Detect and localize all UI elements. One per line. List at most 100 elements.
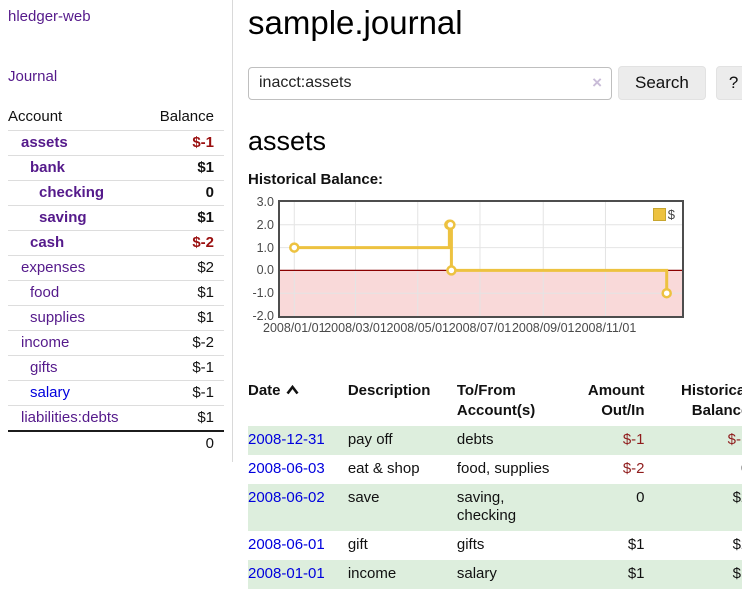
x-tick-label: 2008/03/01 xyxy=(324,321,387,335)
x-tick-label: 2008/05/01 xyxy=(386,321,450,335)
x-tick-label: 2008/09/01 xyxy=(511,321,575,335)
register-header-amount: Amount Out/In xyxy=(587,382,645,419)
accounts-table: Account Balance assets $-1 bank $1 check… xyxy=(8,104,224,456)
register-row: 2008-06-03 eat & shop food, supplies $-2… xyxy=(248,455,742,484)
account-link-income[interactable]: income xyxy=(21,334,70,351)
register-header-date[interactable]: Date xyxy=(248,379,348,426)
account-link-saving[interactable]: saving xyxy=(39,209,87,226)
account-link-assets[interactable]: assets xyxy=(21,134,68,151)
transaction-description: save xyxy=(347,483,457,531)
y-tick-label: 0.0 xyxy=(256,263,274,278)
sort-ascending-icon xyxy=(285,381,299,401)
sidebar: hledger-web Journal Account Balance asse… xyxy=(0,0,233,462)
accounts-total-row: 0 xyxy=(8,431,224,456)
y-tick-label: -1.0 xyxy=(252,286,274,301)
register-row: 2008-06-01 gift gifts $1 $2 xyxy=(248,531,742,560)
account-balance: $1 xyxy=(197,309,214,326)
account-balance: $-1 xyxy=(192,384,214,401)
x-tick-label: 2008/07/01 xyxy=(448,321,512,335)
account-link-supplies[interactable]: supplies xyxy=(30,309,86,326)
page-title: sample.journal xyxy=(248,4,463,41)
account-balance: $-1 xyxy=(192,359,214,376)
transaction-balance: 0 xyxy=(655,455,742,484)
transaction-balance: $2 xyxy=(732,536,742,553)
help-button[interactable]: ? xyxy=(715,66,742,100)
historical-balance-chart: 3.0 2.0 1.0 0.0 -1.0 -2.0 $ 2008/01/01 2008/03… xyxy=(248,195,686,359)
sidebar-item-journal[interactable]: Journal xyxy=(8,68,58,85)
chart-y-axis: 3.0 2.0 1.0 0.0 -1.0 -2.0 xyxy=(248,195,274,323)
chart-legend: $ xyxy=(651,207,676,222)
account-link-cash[interactable]: cash xyxy=(30,234,65,251)
account-row: assets $-1 xyxy=(8,130,224,156)
account-row: bank $1 xyxy=(8,155,224,181)
register-header-balance: Historical Balance xyxy=(680,382,742,419)
account-link-bank[interactable]: bank xyxy=(30,159,66,176)
register-header-row: Date Description To/From Account(s) Amou… xyxy=(248,379,742,426)
account-balance: $1 xyxy=(197,284,214,301)
transaction-date-link[interactable]: 2008-06-02 xyxy=(248,488,325,506)
account-balance: $2 xyxy=(197,259,214,276)
account-row: gifts $-1 xyxy=(8,355,224,381)
transaction-date-link[interactable]: 2008-12-31 xyxy=(248,431,325,448)
account-row: checking 0 xyxy=(8,180,224,206)
transaction-date-link[interactable]: 2008-06-01 xyxy=(248,536,325,553)
register-header-accounts: To/From Account(s) xyxy=(456,382,536,419)
account-row: liabilities:debts $1 xyxy=(8,405,224,432)
y-tick-label: 1.0 xyxy=(256,240,274,255)
brand: hledger-web xyxy=(8,8,232,26)
transaction-balance: $-1 xyxy=(654,426,742,455)
account-heading: assets xyxy=(248,126,327,156)
transaction-description: gift xyxy=(347,536,368,553)
account-balance: $1 xyxy=(197,159,214,176)
transaction-description: income xyxy=(347,559,457,589)
transaction-description: pay off xyxy=(347,426,457,455)
account-row: supplies $1 xyxy=(8,305,224,331)
search-button[interactable]: Search xyxy=(618,66,706,100)
account-link-checking[interactable]: checking xyxy=(39,184,105,201)
register-table: Date Description To/From Account(s) Amou… xyxy=(248,379,742,589)
accounts-header-account: Account xyxy=(8,108,63,125)
brand-link[interactable]: hledger-web xyxy=(8,8,91,25)
account-link-gifts[interactable]: gifts xyxy=(30,359,58,376)
x-tick-label: 2008/11/01 xyxy=(574,321,637,335)
register-row: 2008-06-02 save saving, checking 0 $2 xyxy=(248,483,742,531)
transaction-amount: $1 xyxy=(566,559,655,589)
transaction-date-link[interactable]: 2008-01-01 xyxy=(248,564,325,582)
account-balance: $-1 xyxy=(192,134,214,151)
transaction-date-link[interactable]: 2008-06-03 xyxy=(248,459,325,477)
transaction-accounts: gifts xyxy=(456,536,485,553)
transaction-amount: $1 xyxy=(627,536,645,553)
account-row: salary $-1 xyxy=(8,380,224,406)
chart-title: Historical Balance: xyxy=(248,171,384,188)
account-link-salary[interactable]: salary xyxy=(30,384,71,401)
transaction-balance: $1 xyxy=(654,559,742,589)
transaction-accounts: saving, checking xyxy=(456,483,567,531)
search-form: × Search ? xyxy=(248,66,742,100)
account-link-food[interactable]: food xyxy=(30,284,60,301)
y-tick-label: -2.0 xyxy=(252,309,274,323)
accounts-header-row: Account Balance xyxy=(8,104,224,131)
account-row: income $-2 xyxy=(8,330,224,356)
chart-plot-area: $ xyxy=(278,200,684,318)
account-link-liabilities-debts[interactable]: liabilities:debts xyxy=(21,409,119,426)
account-row: cash $-2 xyxy=(8,230,224,256)
clear-search-icon[interactable]: × xyxy=(592,73,602,93)
transaction-description: eat & shop xyxy=(347,459,420,477)
account-balance: $-2 xyxy=(192,234,214,251)
account-link-expenses[interactable]: expenses xyxy=(21,259,86,276)
account-row: expenses $2 xyxy=(8,255,224,281)
legend-swatch-icon xyxy=(652,208,666,221)
sidebar-nav: Journal xyxy=(8,68,232,86)
search-input[interactable] xyxy=(248,66,612,100)
transaction-balance: $2 xyxy=(654,483,742,531)
account-row: saving $1 xyxy=(8,205,224,231)
register-row: 2008-12-31 pay off debts $-1 $-1 xyxy=(248,426,742,455)
account-balance: $-2 xyxy=(192,334,214,351)
accounts-header-balance: Balance xyxy=(159,108,214,125)
main-content: sample.journal × Search ? assets Histori… xyxy=(233,0,742,589)
transaction-amount: 0 xyxy=(566,483,655,531)
accounts-total-value: 0 xyxy=(205,435,214,452)
legend-label: $ xyxy=(667,207,675,222)
account-row: food $1 xyxy=(8,280,224,306)
y-tick-label: 2.0 xyxy=(256,217,274,232)
